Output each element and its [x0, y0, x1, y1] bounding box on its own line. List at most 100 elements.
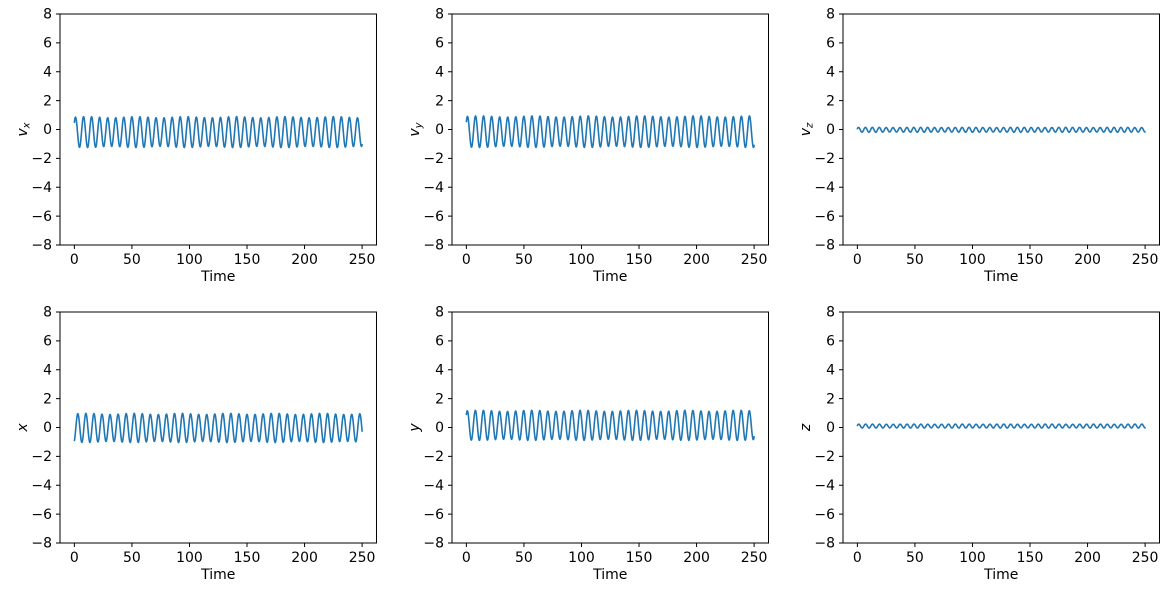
y-tick-label: −2: [31, 151, 52, 167]
subplot-v_x: −8 −6 −4 −2 0 2 4 6 8 0 50 100 150 200 250 Time vx: [0, 0, 392, 298]
y-tick-label: 6: [826, 333, 835, 349]
y-tick-label: 8: [826, 304, 835, 320]
subplot-svg: −8 −6 −4 −2 0 2 4 6 8 0 50 100 150 200 250 Time vz: [798, 7, 1161, 285]
subplot-z: −8 −6 −4 −2 0 2 4 6 8 0 50 100 150 200 250 Time z: [783, 298, 1175, 595]
y-tick-label: 2: [43, 391, 52, 407]
y-tick-label: 2: [435, 391, 444, 407]
x-tick-label: 200: [1075, 252, 1102, 268]
x-axis-label: Time: [200, 566, 235, 582]
y-tick-label: 0: [43, 122, 52, 138]
y-tick-label: −4: [31, 477, 52, 493]
line-series: [73, 412, 363, 443]
y-axis-label-subscript: y: [413, 121, 424, 129]
y-tick-label: −6: [423, 506, 444, 522]
y-tick-label: 6: [43, 333, 52, 349]
y-tick-label: 0: [826, 122, 835, 138]
y-tick-label: 8: [826, 7, 835, 23]
x-tick-label: 0: [853, 549, 862, 565]
y-tick-label: −2: [423, 449, 444, 465]
y-tick-label: 2: [435, 93, 444, 109]
x-tick-label: 100: [959, 549, 986, 565]
y-tick-label: −8: [423, 535, 444, 551]
x-tick-label: 250: [740, 252, 767, 268]
y-axis-label: vy: [407, 121, 425, 136]
x-axis-label: Time: [592, 269, 627, 285]
y-tick-label: −8: [31, 535, 52, 551]
line-series: [73, 115, 363, 149]
x-tick-label: 200: [683, 252, 710, 268]
line-series: [856, 126, 1147, 134]
x-tick-label: 50: [123, 549, 141, 565]
y-axis-label-subscript: x: [21, 122, 32, 129]
x-tick-label: 0: [462, 252, 471, 268]
x-tick-label: 150: [625, 550, 652, 566]
y-tick-label: −4: [423, 180, 444, 196]
x-tick-label: 250: [349, 549, 376, 565]
x-tick-label: 200: [291, 252, 318, 268]
x-tick-label: 250: [1132, 252, 1159, 268]
x-tick-label: 0: [853, 252, 862, 268]
y-tick-label: −6: [815, 209, 836, 225]
y-tick-label: −6: [815, 506, 836, 522]
y-tick-label: 8: [435, 7, 444, 23]
x-tick-label: 200: [1075, 549, 1102, 565]
y-tick-label: 8: [43, 7, 52, 23]
y-tick-label: 0: [43, 420, 52, 436]
y-tick-label: 6: [826, 36, 835, 52]
x-tick-label: 150: [1017, 252, 1044, 268]
subplot-v_y: −8 −6 −4 −2 0 2 4 6 8 0 50 100 150 200 250 Time vy: [392, 0, 784, 298]
y-tick-label: 2: [826, 93, 835, 109]
y-tick-label: 2: [826, 391, 835, 407]
y-tick-label: −4: [423, 477, 444, 493]
x-tick-label: 50: [906, 252, 924, 268]
subplot-y: −8 −6 −4 −2 0 2 4 6 8 0 50 100 150 200 250 Time y: [392, 298, 784, 595]
y-tick-label: −2: [31, 449, 52, 465]
y-tick-label: −6: [31, 209, 52, 225]
x-tick-label: 150: [234, 252, 261, 268]
x-tick-label: 100: [176, 252, 203, 268]
y-axis-label-subscript: z: [805, 122, 816, 129]
line-series: [465, 409, 755, 441]
subplot-svg: −8 −6 −4 −2 0 2 4 6 8 0 50 100 150 200 250 Time x: [15, 304, 377, 583]
x-axis-label: Time: [592, 567, 627, 583]
x-tick-label: 150: [1017, 549, 1044, 565]
y-axis-label: y: [407, 422, 423, 432]
y-axis-label: z: [798, 423, 814, 432]
y-tick-label: 8: [43, 304, 52, 320]
x-tick-label: 100: [176, 549, 203, 565]
y-tick-label: 0: [435, 420, 444, 436]
y-tick-label: −8: [423, 238, 444, 254]
x-tick-label: 0: [70, 549, 79, 565]
y-tick-label: 4: [435, 64, 444, 80]
y-tick-label: −6: [31, 506, 52, 522]
subplot-svg: −8 −6 −4 −2 0 2 4 6 8 0 50 100 150 200 250 Time y: [407, 304, 769, 583]
x-tick-label: 100: [568, 550, 595, 566]
y-tick-label: −4: [815, 477, 836, 493]
subplot-x: −8 −6 −4 −2 0 2 4 6 8 0 50 100 150 200 250 Time x: [0, 298, 392, 595]
y-tick-label: 4: [43, 362, 52, 378]
y-tick-label: 4: [826, 64, 835, 80]
y-tick-label: 6: [435, 36, 444, 52]
y-axis-label: vx: [15, 122, 32, 136]
y-tick-label: −8: [815, 535, 836, 551]
y-tick-label: 0: [826, 420, 835, 436]
x-axis-label: Time: [983, 269, 1018, 285]
y-tick-label: 4: [435, 362, 444, 378]
x-tick-label: 50: [906, 549, 924, 565]
y-tick-label: −6: [423, 209, 444, 225]
line-series: [465, 115, 755, 149]
x-tick-label: 250: [740, 550, 767, 566]
x-tick-label: 200: [683, 550, 710, 566]
x-tick-label: 250: [349, 252, 376, 268]
subplot-v_z: −8 −6 −4 −2 0 2 4 6 8 0 50 100 150 200 250 Time vz: [783, 0, 1175, 298]
x-tick-label: 100: [568, 252, 595, 268]
x-tick-label: 50: [515, 252, 533, 268]
x-tick-label: 0: [462, 550, 471, 566]
subplot-svg: −8 −6 −4 −2 0 2 4 6 8 0 50 100 150 200 250 Time vy: [407, 7, 769, 285]
x-tick-label: 200: [291, 549, 318, 565]
y-tick-label: −8: [31, 238, 52, 254]
x-tick-label: 150: [625, 252, 652, 268]
y-tick-label: 6: [435, 333, 444, 349]
y-tick-label: −2: [815, 151, 836, 167]
